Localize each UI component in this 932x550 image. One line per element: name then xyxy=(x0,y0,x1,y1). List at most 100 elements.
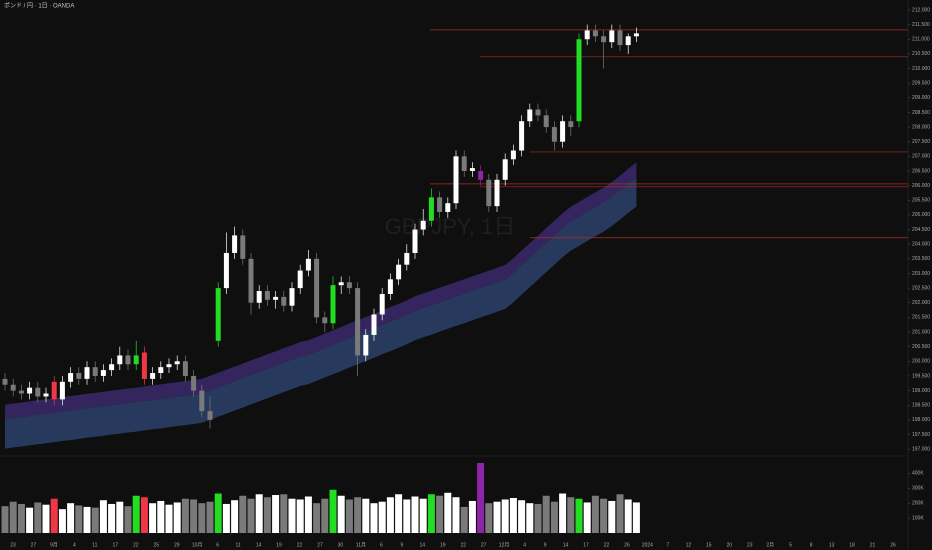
candle-body xyxy=(297,270,303,289)
candle-body xyxy=(264,291,270,300)
y-tick-label: 207.500 xyxy=(912,139,930,145)
volume-bar xyxy=(26,507,34,533)
volume-bar xyxy=(124,506,132,533)
candle-body xyxy=(314,258,320,318)
y-tick-label: 211.500 xyxy=(912,22,930,28)
x-tick-label: 27 xyxy=(317,542,323,548)
x-tick-label: 22 xyxy=(133,542,139,548)
volume-bar xyxy=(263,497,271,533)
volume-bar xyxy=(9,501,17,533)
y-tick-label: 202.500 xyxy=(912,285,930,291)
volume-bar xyxy=(600,498,608,533)
volume-bar xyxy=(173,502,181,533)
candle-body xyxy=(305,258,311,271)
y-tick-label: 204.000 xyxy=(912,242,930,248)
candle-body xyxy=(158,367,164,374)
x-tick-label: 22 xyxy=(297,542,303,548)
candle-body xyxy=(133,355,139,365)
candle-body xyxy=(486,179,492,207)
volume-bar xyxy=(542,495,550,533)
candle-body xyxy=(68,373,74,382)
candle-body xyxy=(404,252,410,265)
candle-body xyxy=(576,39,582,122)
x-tick-label: 7 xyxy=(666,542,669,548)
volume-bar xyxy=(321,498,329,533)
volume-bar xyxy=(509,497,517,533)
volume-bar xyxy=(370,503,378,533)
x-tick-label: 14 xyxy=(256,542,262,548)
x-tick-label: 11 xyxy=(236,542,241,548)
candle-body xyxy=(469,168,475,171)
volume-bar xyxy=(140,497,148,533)
y-tick-label: 200.000 xyxy=(912,359,930,365)
volume-bar xyxy=(583,502,591,533)
candle-body xyxy=(232,235,238,253)
y-tick-label: 199.500 xyxy=(912,373,930,379)
candle-body xyxy=(494,179,500,207)
candle-body xyxy=(396,264,402,280)
y-tick-label: 203.000 xyxy=(912,271,930,277)
volume-tick-label: 200K xyxy=(912,501,924,507)
volume-bar xyxy=(567,497,575,533)
y-tick-label: 205.500 xyxy=(912,198,930,204)
x-tick-label: 9 xyxy=(400,542,403,548)
candle-body xyxy=(18,390,24,394)
x-tick-label: 26 xyxy=(624,542,630,548)
candle-body xyxy=(338,282,344,286)
candle-body xyxy=(445,203,451,212)
volume-bar xyxy=(313,503,321,533)
x-tick-label: 4 xyxy=(73,542,76,548)
volume-bar xyxy=(231,500,239,533)
watermark: GBPJPY, 1日 xyxy=(385,214,515,239)
volume-bar xyxy=(296,499,304,533)
candle-body xyxy=(35,387,41,397)
candle-body xyxy=(59,381,65,400)
candle-body xyxy=(223,252,229,289)
volume-bar xyxy=(190,499,198,533)
x-tick-label: 17 xyxy=(583,542,589,548)
x-tick-label: 4 xyxy=(523,542,526,548)
volume-bar xyxy=(34,502,42,533)
x-tick-label: 29 xyxy=(174,542,180,548)
x-tick-label: 14 xyxy=(420,542,426,548)
x-tick-label: 25 xyxy=(153,542,159,548)
y-tick-label: 199.000 xyxy=(912,388,930,394)
volume-bar xyxy=(67,503,75,533)
candle-body xyxy=(609,30,615,43)
y-tick-label: 206.500 xyxy=(912,168,930,174)
candle-body xyxy=(125,355,131,365)
volume-bar xyxy=(75,505,83,533)
y-tick-label: 197.500 xyxy=(912,432,930,438)
volume-bar xyxy=(108,503,116,533)
y-tick-label: 209.500 xyxy=(912,80,930,86)
volume-bar xyxy=(591,495,599,533)
x-tick-label: 12月 xyxy=(499,542,510,548)
x-tick-label: 23 xyxy=(747,542,753,548)
candle-body xyxy=(27,387,33,394)
candle-body xyxy=(478,170,484,180)
volume-bar xyxy=(468,500,476,533)
volume-tick-label: 400K xyxy=(912,471,924,477)
y-tick-label: 197.000 xyxy=(912,446,930,452)
candle-body xyxy=(560,121,566,142)
volume-bar xyxy=(181,498,189,533)
candle-body xyxy=(510,150,516,160)
y-tick-label: 198.500 xyxy=(912,403,930,409)
x-tick-label: 17 xyxy=(113,542,119,548)
y-tick-label: 200.500 xyxy=(912,344,930,350)
x-tick-label: 27 xyxy=(481,542,487,548)
y-tick-label: 205.000 xyxy=(912,212,930,218)
candle-body xyxy=(519,121,525,151)
volume-bar xyxy=(255,494,263,533)
candle-body xyxy=(150,373,156,379)
y-tick-label: 201.000 xyxy=(912,329,930,335)
volume-bar xyxy=(83,506,91,533)
candle-body xyxy=(273,296,279,300)
volume-bar xyxy=(411,496,419,533)
candle-body xyxy=(248,258,254,303)
candle-body xyxy=(387,279,393,294)
volume-bar xyxy=(460,506,468,533)
volume-bar xyxy=(403,499,411,533)
